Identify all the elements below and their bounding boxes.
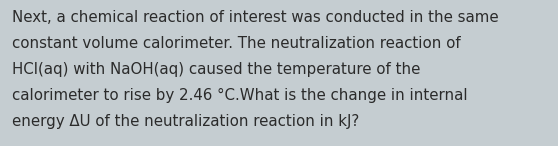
Text: calorimeter to rise by 2.46 °C.What is the change in internal: calorimeter to rise by 2.46 °C.What is t… <box>12 88 468 103</box>
Text: constant volume calorimeter. The neutralization reaction of: constant volume calorimeter. The neutral… <box>12 36 461 51</box>
Text: Next, a chemical reaction of interest was conducted in the same: Next, a chemical reaction of interest wa… <box>12 10 499 25</box>
Text: HCl(aq) with NaOH(aq) caused the temperature of the: HCl(aq) with NaOH(aq) caused the tempera… <box>12 62 420 77</box>
Text: energy ΔU of the neutralization reaction in kJ?: energy ΔU of the neutralization reaction… <box>12 114 359 129</box>
